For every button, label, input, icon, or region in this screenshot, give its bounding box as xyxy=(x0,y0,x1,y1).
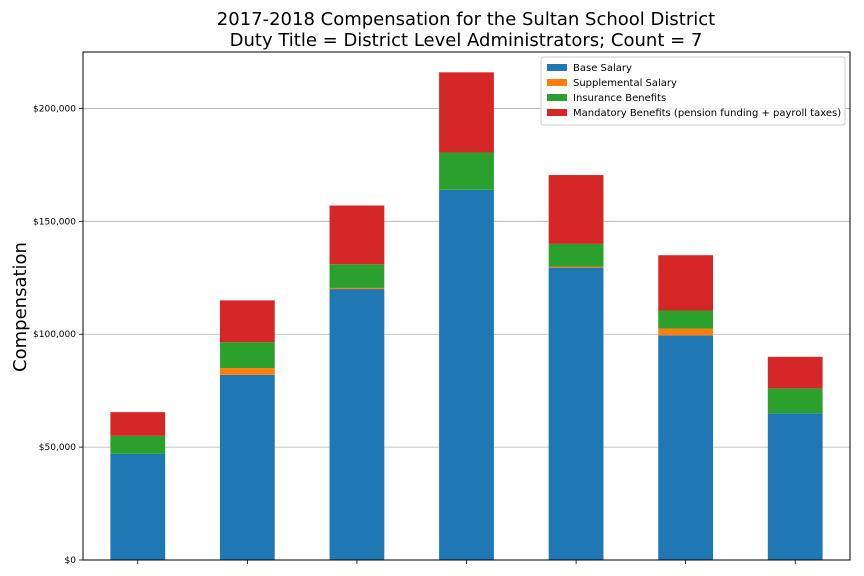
legend-swatch xyxy=(547,64,567,71)
y-tick-label: $0 xyxy=(65,556,77,566)
bar-base-salary xyxy=(658,335,714,560)
bar-supplemental-salary xyxy=(548,266,604,268)
axes: $0 $50,000 $100,000 $150,000 $200,000 xyxy=(33,51,851,566)
y-tick-label: $100,000 xyxy=(33,330,76,340)
y-tick-label: $200,000 xyxy=(33,104,76,114)
legend-swatch xyxy=(547,109,567,116)
bar-mandatory-benefits-pension-funding-payroll-taxes xyxy=(548,175,604,244)
legend-swatch xyxy=(547,94,567,101)
bar-insurance-benefits xyxy=(439,152,494,190)
bar-base-salary xyxy=(439,189,494,561)
plot-frame xyxy=(82,51,851,561)
bar-mandatory-benefits-pension-funding-payroll-taxes xyxy=(439,72,494,153)
y-tick-label: $150,000 xyxy=(33,217,76,227)
legend-entry: Base Salary xyxy=(573,63,632,74)
bar-base-salary xyxy=(548,267,604,560)
bar-insurance-benefits xyxy=(767,388,823,414)
y-axis-label: Compensation xyxy=(10,242,31,372)
bars xyxy=(110,72,823,561)
bar-supplemental-salary xyxy=(219,368,275,375)
legend-swatch xyxy=(547,79,567,86)
legend: Base Salary Supplemental Salary Insurance … xyxy=(540,56,846,126)
bar-insurance-benefits xyxy=(219,342,275,369)
bar-base-salary xyxy=(329,289,385,560)
bar-mandatory-benefits-pension-funding-payroll-taxes xyxy=(219,300,275,343)
bar-mandatory-benefits-pension-funding-payroll-taxes xyxy=(658,255,714,311)
bar-insurance-benefits xyxy=(548,243,604,267)
bar-mandatory-benefits-pension-funding-payroll-taxes xyxy=(767,356,823,389)
chart-subtitle: Duty Title = District Level Administrato… xyxy=(230,30,703,51)
bar-insurance-benefits xyxy=(110,435,166,454)
bar-mandatory-benefits-pension-funding-payroll-taxes xyxy=(329,205,385,265)
bar-base-salary xyxy=(110,453,166,560)
bar-supplemental-salary xyxy=(658,328,714,336)
bar-supplemental-salary xyxy=(329,287,385,290)
chart-title: 2017-2018 Compensation for the Sultan Sc… xyxy=(217,9,715,30)
bar-base-salary xyxy=(219,374,275,560)
bar-base-salary xyxy=(767,413,823,560)
bar-insurance-benefits xyxy=(658,310,714,329)
bar-mandatory-benefits-pension-funding-payroll-taxes xyxy=(110,412,166,436)
bar-insurance-benefits xyxy=(329,264,385,288)
legend-box xyxy=(540,56,846,126)
legend-entry: Insurance Benefits xyxy=(573,93,666,104)
y-tick-label: $50,000 xyxy=(39,443,76,453)
legend-entry: Supplemental Salary xyxy=(573,78,677,89)
legend-entry: Mandatory Benefits (pension funding + pa… xyxy=(573,108,841,119)
